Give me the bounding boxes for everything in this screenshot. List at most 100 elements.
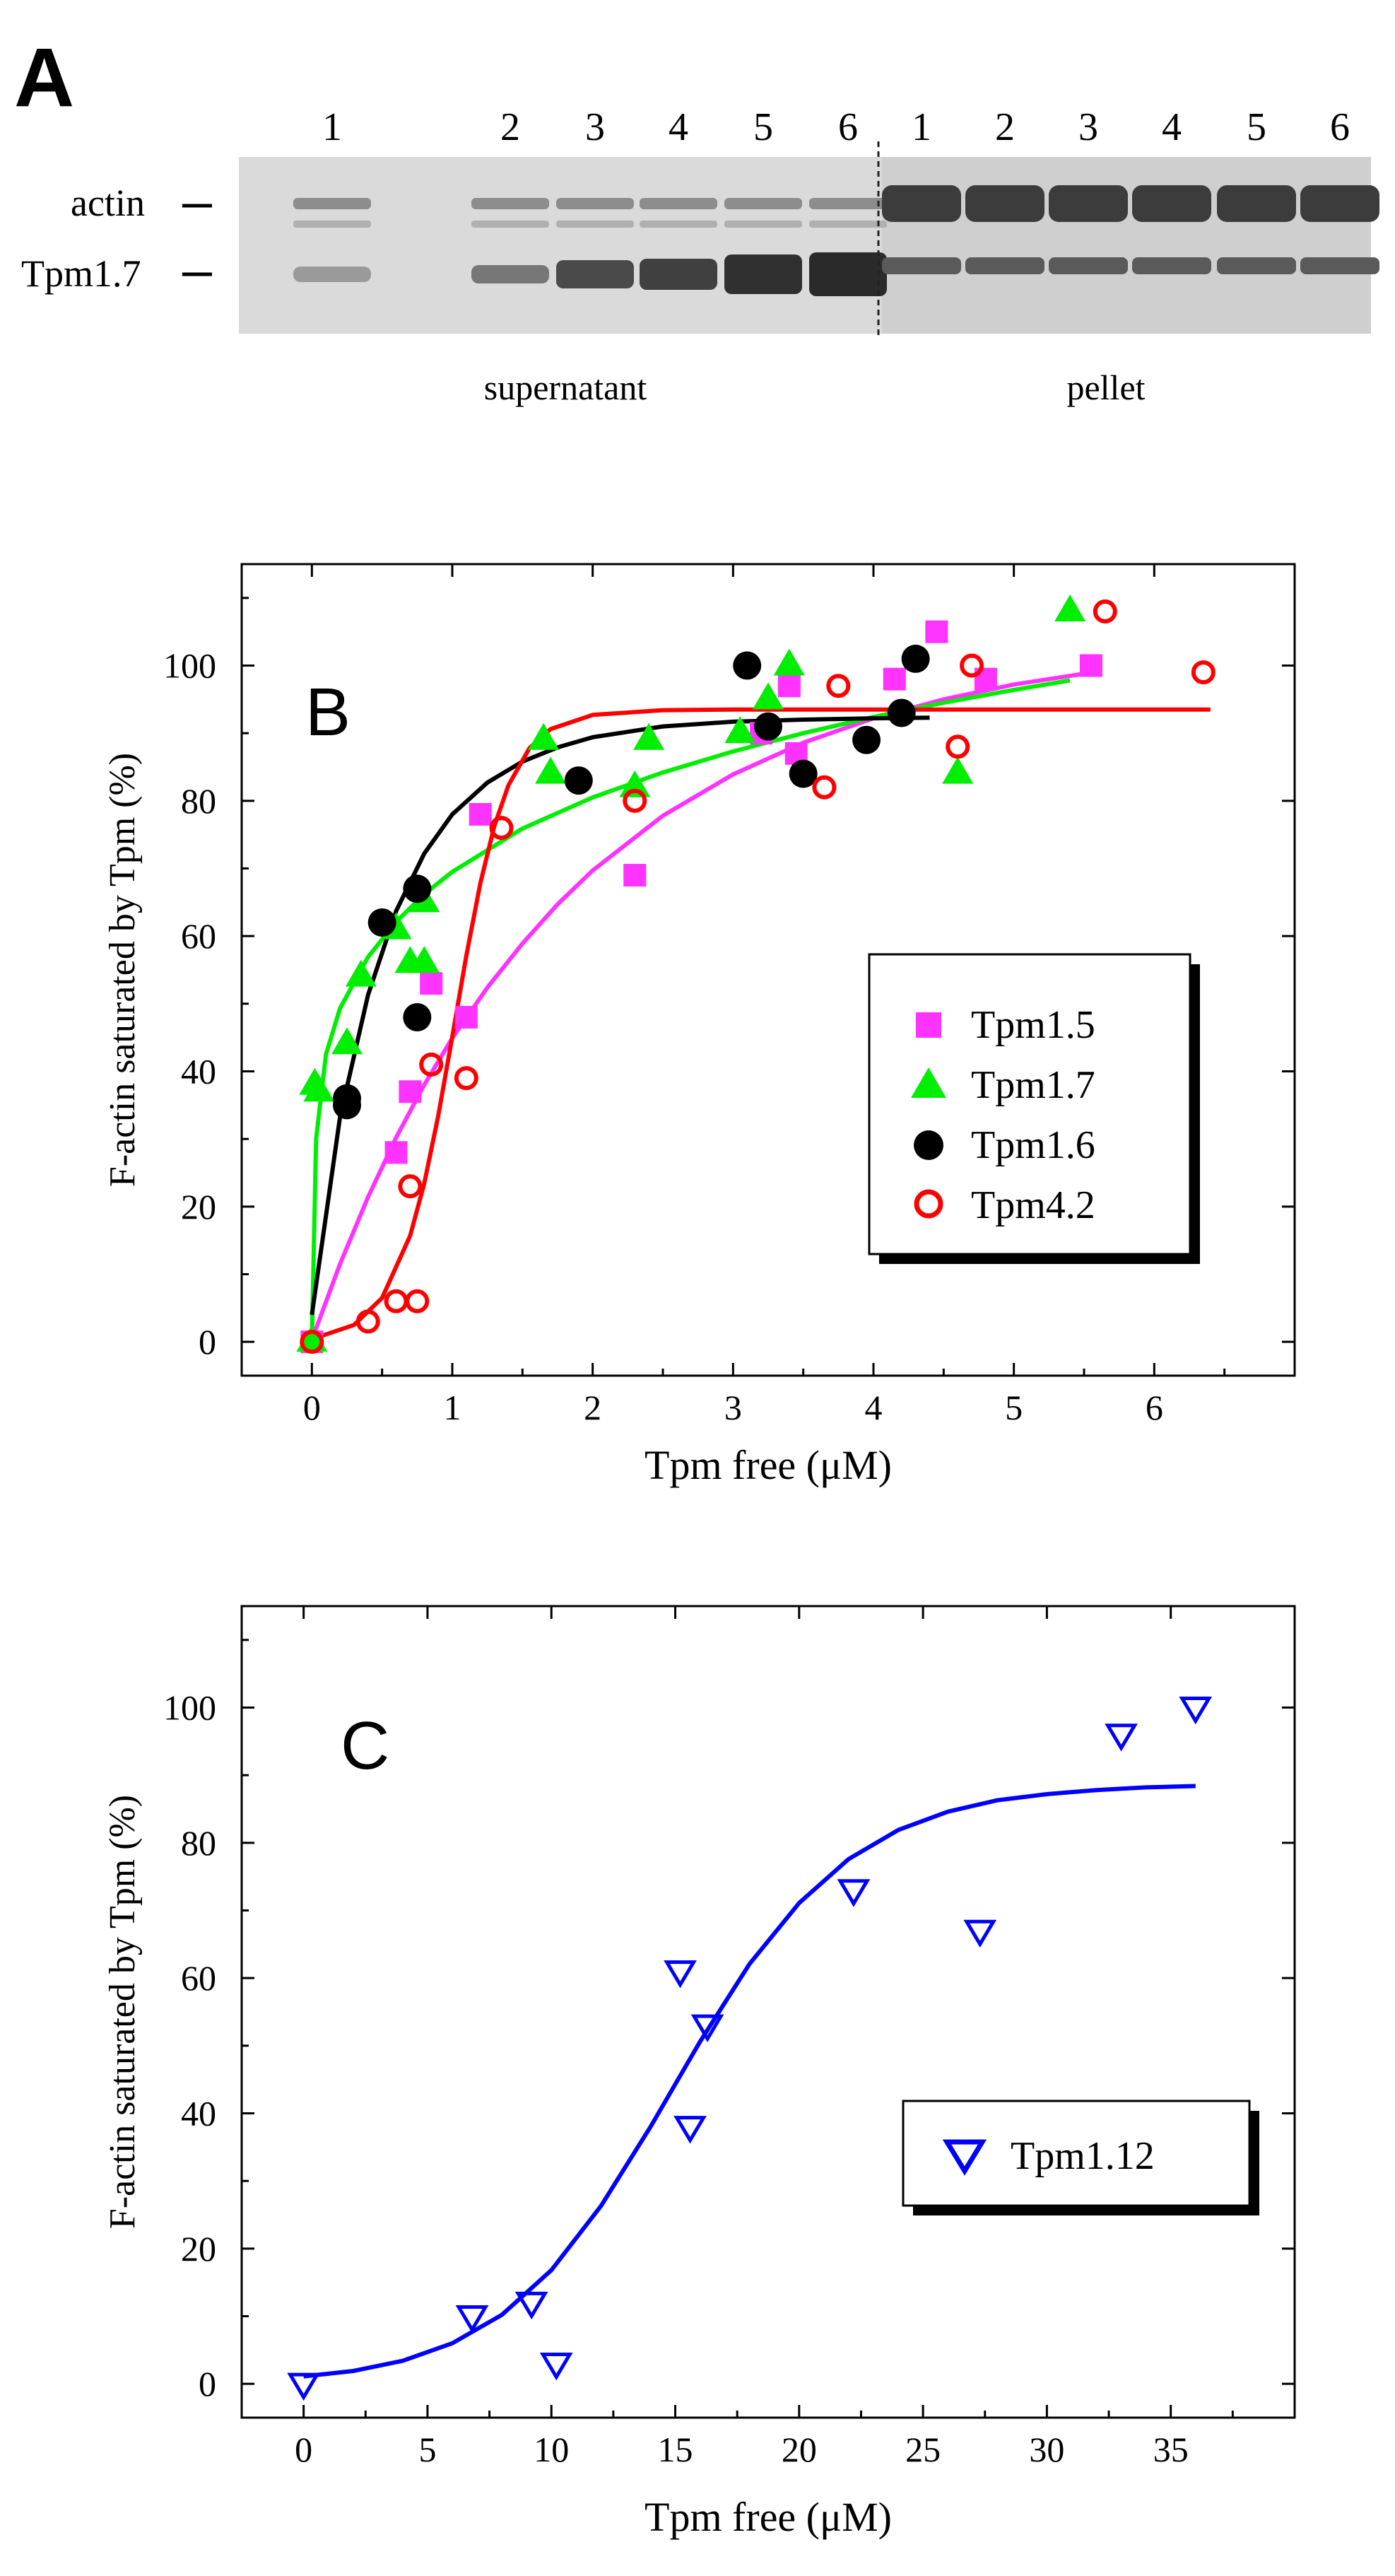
band-actin <box>1300 185 1379 222</box>
data-point-tpm15 <box>454 1005 478 1029</box>
data-point-tpm15 <box>1079 654 1102 677</box>
plot-b-frame <box>240 563 1296 1377</box>
gel-pellet-region <box>882 157 1371 334</box>
lane-label: 3 <box>585 105 605 149</box>
panel-c: 0 5 10 15 20 25 30 35 0 20 40 60 80 100 C Tpm free (μ… <box>102 1605 1296 2540</box>
data-point-tpm15 <box>883 667 906 691</box>
lane-label: 4 <box>1162 105 1182 149</box>
legend-c: Tpm1.12 <box>902 2100 1259 2215</box>
band-actin <box>293 198 371 209</box>
band-actin <box>556 198 634 209</box>
lane-label: 2 <box>995 105 1015 149</box>
panel-b-label: B <box>305 674 351 750</box>
data-point-tpm112 <box>287 2372 321 2401</box>
y-tick-label: 60 <box>181 1958 216 1998</box>
band-tpm <box>471 265 549 283</box>
plot-c-frame <box>240 1605 1296 2419</box>
x-tick-label: 4 <box>865 1388 883 1427</box>
x-tick-label: 2 <box>584 1388 601 1427</box>
band-tpm <box>965 257 1044 274</box>
data-point-tpm17 <box>528 722 560 750</box>
legend-c-box <box>902 2100 1251 2207</box>
data-point-tpm112 <box>1179 1697 1213 1725</box>
legend-label-tpm15: Tpm1.5 <box>971 1003 1095 1047</box>
data-point-tpm112 <box>664 1960 697 1989</box>
data-point-tpm17 <box>303 1075 335 1102</box>
band-actin <box>640 198 717 209</box>
lane-label: 6 <box>1330 105 1350 149</box>
data-point-tpm16 <box>564 766 593 795</box>
band-actin <box>965 185 1044 222</box>
lane-label: 6 <box>838 105 858 149</box>
data-point-tpm17 <box>633 722 665 750</box>
data-point-tpm42 <box>419 1052 444 1077</box>
fit-line-tpm42 <box>311 707 1211 1342</box>
row-label-tpm17: Tpm1.7 <box>21 252 141 295</box>
data-point-tpm17 <box>724 716 756 744</box>
data-point-tpm112 <box>837 1879 871 1907</box>
x-tick-label: 6 <box>1146 1388 1163 1427</box>
band-tpm <box>724 254 802 294</box>
data-point-tpm112 <box>1105 1723 1138 1752</box>
data-point-tpm15 <box>399 1080 422 1103</box>
y-tick-label: 80 <box>181 1823 216 1863</box>
lane-label: 5 <box>1247 105 1266 149</box>
x-tick-label: 1 <box>444 1388 461 1427</box>
data-point-tpm15 <box>623 864 647 887</box>
data-point-tpm16 <box>403 874 432 903</box>
data-point-tpm42 <box>826 674 851 698</box>
data-point-tpm15 <box>420 972 443 995</box>
y-tick-label: 0 <box>199 1322 216 1362</box>
x-tick-label: 30 <box>1029 2430 1064 2469</box>
legend-b: Tpm1.5 Tpm1.7 Tpm1.6 Tpm4.2 <box>868 953 1200 1264</box>
data-point-tpm112 <box>963 1919 997 1948</box>
band-tpm <box>293 267 371 282</box>
data-point-tpm17 <box>753 682 784 710</box>
data-point-tpm42 <box>623 788 647 813</box>
lane-label: 4 <box>669 105 688 149</box>
x-tick-label: 15 <box>658 2430 693 2469</box>
legend-label-tpm17: Tpm1.7 <box>971 1063 1095 1107</box>
panel-c-label: C <box>341 1708 389 1784</box>
band-tpm <box>640 259 717 290</box>
data-point-tpm112 <box>539 2352 573 2381</box>
c-ylabel: F-actin saturated by Tpm (%) <box>102 1795 143 2229</box>
data-point-tpm42 <box>960 653 984 678</box>
data-point-tpm17 <box>773 648 805 676</box>
x-tick-label: 0 <box>303 1388 321 1427</box>
data-point-tpm42 <box>384 1289 408 1313</box>
data-point-tpm17 <box>345 959 377 987</box>
data-point-tpm42 <box>405 1289 430 1313</box>
band-minor <box>640 221 717 228</box>
lane-label: 1 <box>912 105 931 149</box>
legend-marker-tpm112 <box>942 2139 987 2176</box>
data-point-tpm42 <box>355 1309 380 1334</box>
y-tick-label: 40 <box>181 1052 216 1091</box>
data-point-tpm17 <box>331 1027 363 1055</box>
b-xlabel: Tpm free (μM) <box>644 1442 892 1488</box>
y-tick-label: 0 <box>199 2364 216 2404</box>
data-point-tpm16 <box>333 1084 361 1113</box>
lane-label: 2 <box>500 105 520 149</box>
band-tpm <box>1132 257 1211 274</box>
data-point-tpm112 <box>690 2014 724 2043</box>
data-point-tpm42 <box>946 734 970 759</box>
legend-marker-tpm17 <box>911 1067 946 1098</box>
x-tick-label: 10 <box>534 2430 569 2469</box>
data-point-tpm16 <box>367 908 396 937</box>
band-minor <box>293 221 371 228</box>
band-minor <box>724 221 802 228</box>
data-point-tpm16 <box>403 1002 432 1031</box>
legend-marker-tpm42 <box>914 1189 943 1219</box>
data-point-tpm15 <box>925 620 948 643</box>
row-label-actin: actin <box>71 182 145 224</box>
data-point-tpm17 <box>1054 594 1086 621</box>
x-tick-label: 0 <box>295 2430 312 2469</box>
legend-label-tpm16: Tpm1.6 <box>971 1123 1095 1167</box>
data-point-tpm112 <box>673 2116 707 2144</box>
x-tick-label: 20 <box>782 2430 817 2469</box>
legend-b-box <box>868 953 1191 1255</box>
data-point-tpm112 <box>514 2291 548 2320</box>
data-point-tpm16 <box>789 759 818 788</box>
